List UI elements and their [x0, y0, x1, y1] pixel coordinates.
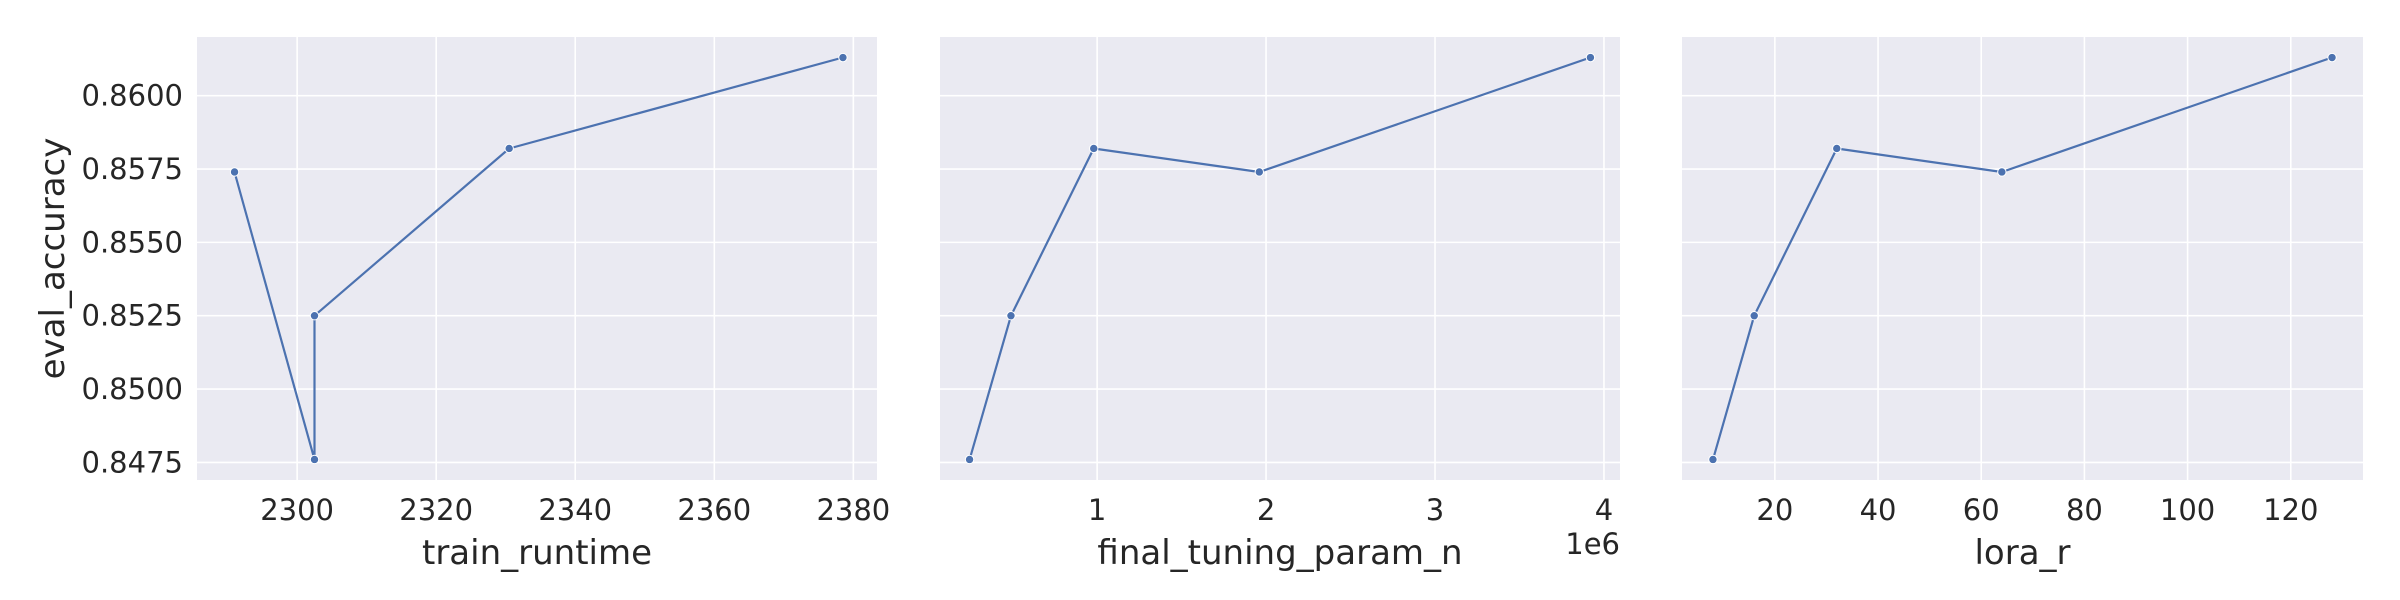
data-point: [1997, 167, 2007, 177]
x-axis-label: final_tuning_param_n: [1097, 533, 1462, 573]
data-point: [964, 454, 975, 465]
x-offset-label: 1e6: [1565, 527, 1620, 561]
plot-area: [940, 37, 1620, 480]
data-point: [504, 143, 514, 154]
x-tick-label: 60: [1963, 493, 2000, 527]
x-tick-label: 2300: [260, 493, 334, 527]
x-tick-label: 1: [1088, 493, 1106, 527]
x-tick-label: 100: [2160, 493, 2215, 527]
y-tick-label: 0.8500: [82, 372, 183, 406]
chart-panel-2: 1 2 3 4 final_tuning_param_n 1e6: [940, 37, 1620, 573]
data-point: [2327, 52, 2337, 63]
x-tick-label: 4: [1595, 493, 1613, 527]
data-point: [229, 167, 240, 177]
y-tick-label: 0.8575: [82, 152, 183, 186]
data-point: [1708, 454, 1718, 465]
x-tick-label: 80: [2066, 493, 2103, 527]
y-tick-label: 0.8550: [82, 225, 183, 259]
y-tick-label: 0.8600: [82, 79, 183, 113]
data-point: [1254, 167, 1265, 177]
x-tick-label: 2360: [677, 493, 751, 527]
x-axis-label: lora_r: [1974, 533, 2070, 573]
data-point: [309, 311, 320, 321]
chart-panel-3: 20 40 60 80 100 120 lora_r: [1682, 37, 2363, 573]
data-point: [1749, 311, 1759, 321]
data-point: [1006, 311, 1016, 321]
x-tick-label: 3: [1426, 493, 1444, 527]
y-tick-label: 0.8525: [82, 299, 183, 333]
plot-area: [1682, 37, 2363, 480]
x-tick-label: 2340: [538, 493, 612, 527]
x-tick-label: 2380: [816, 493, 890, 527]
x-tick-label: 2: [1257, 493, 1275, 527]
data-point: [1585, 52, 1596, 63]
y-tick-label: 0.8475: [82, 445, 183, 479]
x-axis-label: train_runtime: [422, 533, 652, 573]
x-tick-label: 120: [2263, 493, 2318, 527]
data-point: [1089, 143, 1099, 154]
plot-area: [197, 37, 877, 480]
y-axis-label: eval_accuracy: [33, 138, 73, 380]
data-point: [309, 454, 320, 465]
x-tick-label: 20: [1756, 493, 1793, 527]
chart-panel-1: 2300 2320 2340 2360 2380 0.8475 0.8500 0.8525 0.…: [33, 37, 890, 573]
x-tick-label: 2320: [399, 493, 473, 527]
data-point: [1832, 143, 1842, 154]
data-point: [838, 52, 848, 63]
x-tick-label: 40: [1860, 493, 1897, 527]
